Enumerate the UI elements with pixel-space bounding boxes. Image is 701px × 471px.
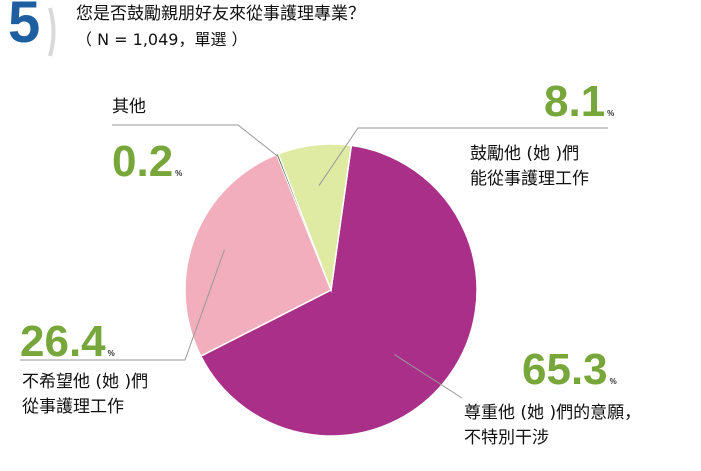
leader-line-2: [112, 124, 279, 158]
pie-slice-1: [184, 153, 332, 358]
slice-label-1: 不希望他 (她 )們 從事護理工作: [22, 372, 149, 417]
slice-value-1: 26.4%: [20, 317, 115, 366]
slice-value-3: 8.1%: [544, 77, 615, 126]
leader-line-1: [20, 249, 225, 361]
slice-label-3: 鼓勵他 (她 )們 能從事護理工作: [470, 144, 589, 189]
question-number: 5: [8, 0, 41, 55]
leader-line-3: [318, 127, 608, 186]
slice-value-0: 65.3%: [522, 345, 617, 394]
leader-line-0: [394, 354, 463, 399]
question-title: 您是否鼓勵親朋好友來從事護理專業？: [76, 4, 365, 24]
question-subtitle: （ N = 1,049，單選 ）: [76, 30, 248, 49]
slice-label-0: 尊重他 (她 )們的意願， 不特別干涉: [464, 403, 642, 448]
slice-label-2: 其他: [112, 97, 146, 117]
pie-slice-3: [277, 143, 353, 293]
question-divider: [48, 7, 56, 57]
slice-value-2: 0.2%: [112, 137, 183, 186]
